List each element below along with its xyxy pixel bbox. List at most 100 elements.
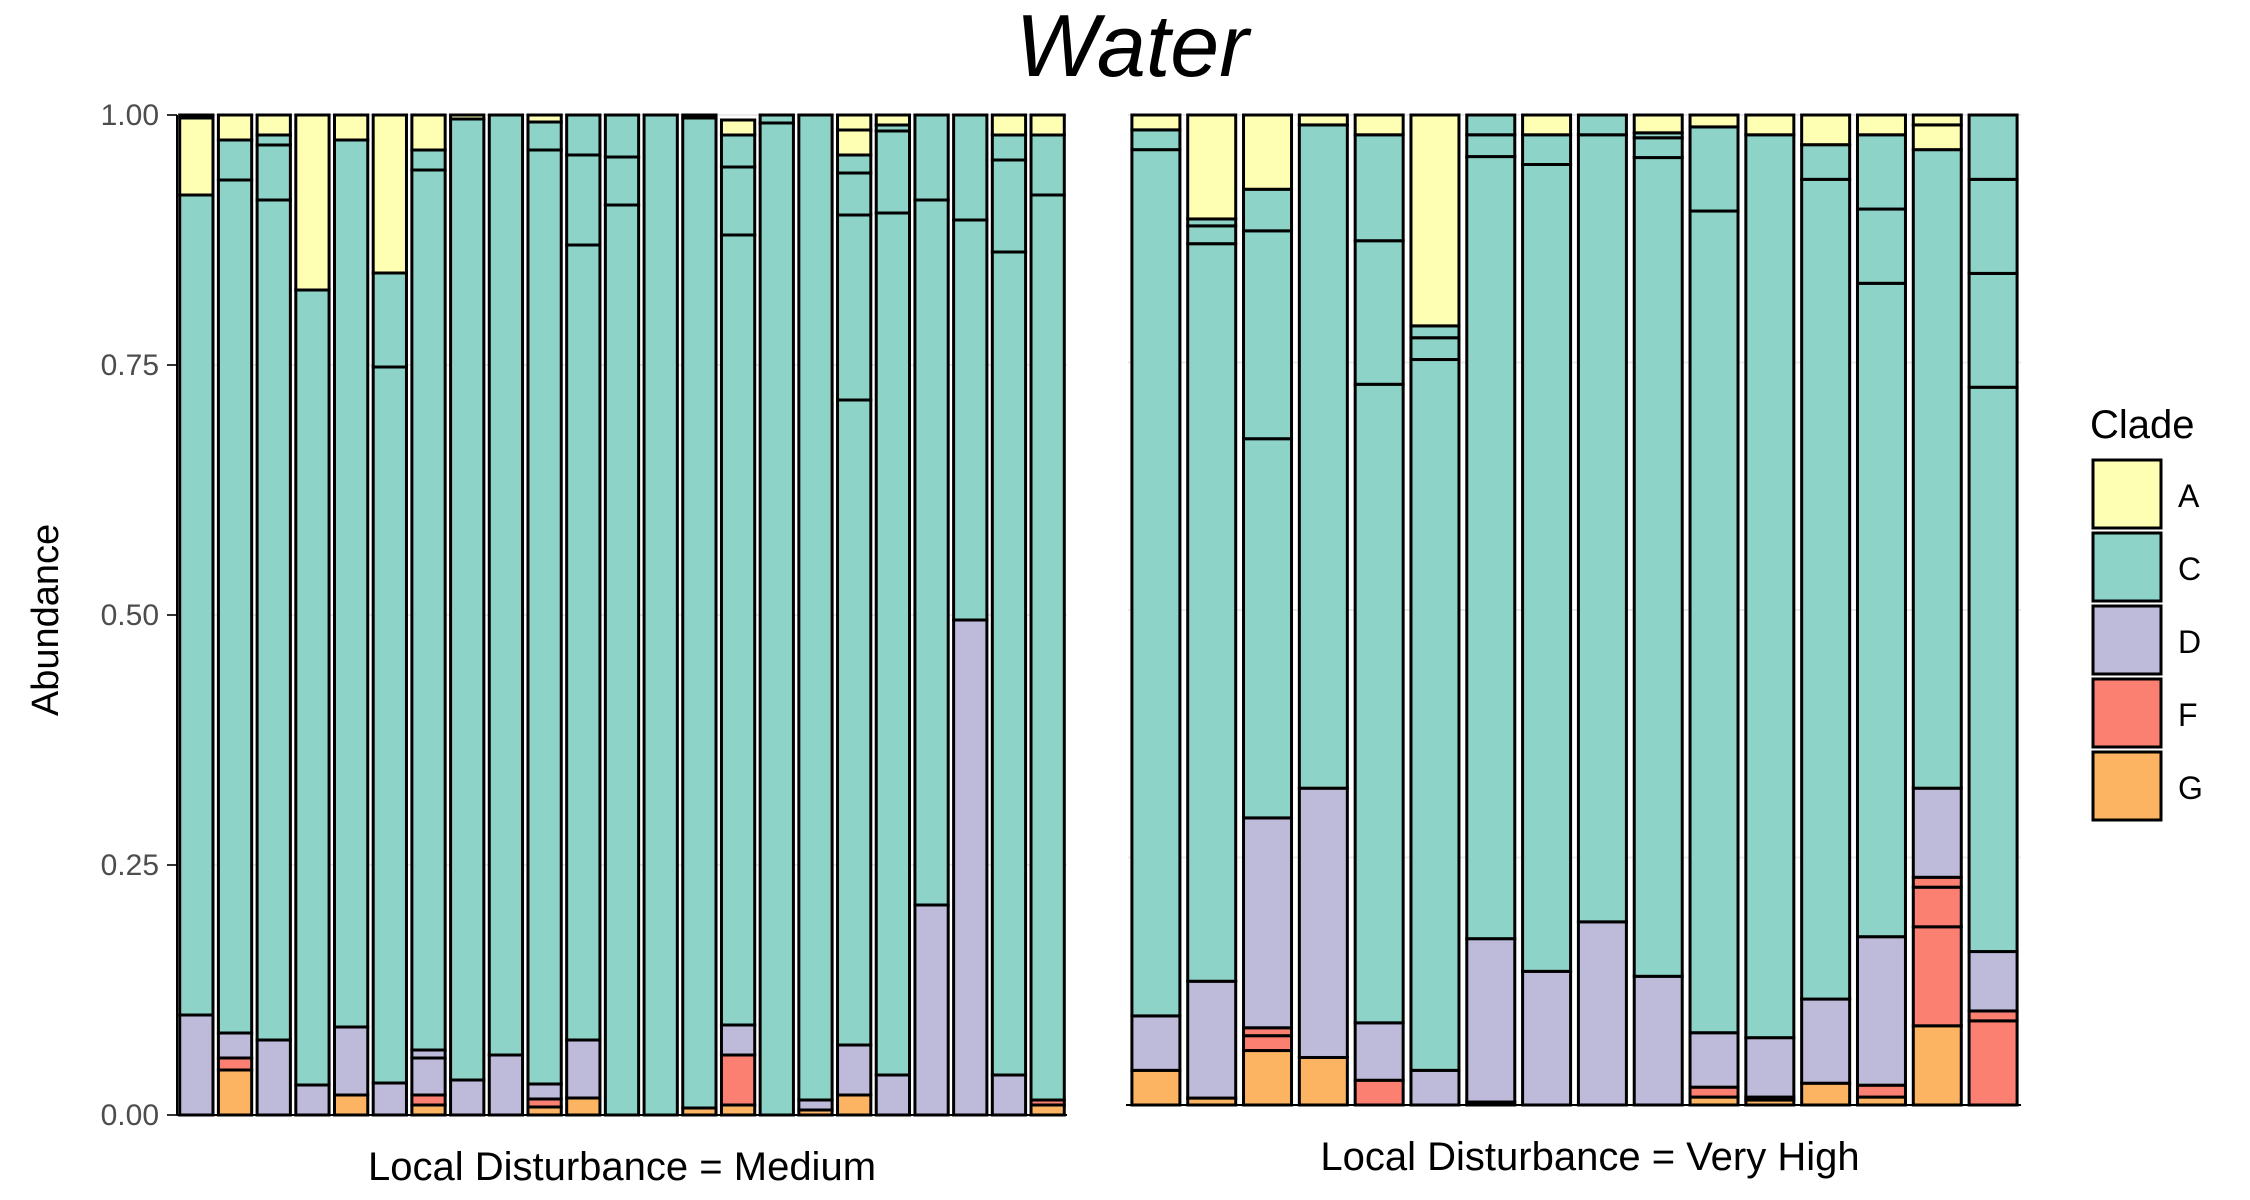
bar-segment-C <box>603 155 641 207</box>
bar-stack <box>1409 113 1461 1107</box>
bar-stack <box>487 113 525 1117</box>
bar-segment-A <box>1353 113 1405 137</box>
bar-segment-C <box>913 113 950 202</box>
bar-segment-C <box>681 116 718 1110</box>
legend-title: Clade <box>2090 403 2195 447</box>
legend-swatch-D <box>2091 604 2163 676</box>
bar-stack <box>526 113 563 1117</box>
bar-segment-C <box>1967 113 2019 181</box>
panel-label-very-high: Local Disturbance = Very High <box>1320 1135 1859 1179</box>
bar-segment-D <box>294 1083 331 1117</box>
bar-segment-D <box>1744 1036 1796 1099</box>
legend-swatch-C <box>2091 531 2163 603</box>
bar-segment-C <box>1186 242 1238 983</box>
bar-segment-C <box>603 203 641 1117</box>
bar-segment-A <box>719 118 757 137</box>
bar-segment-A <box>1409 113 1461 328</box>
bar-segment-D <box>1911 786 1963 879</box>
bar-segment-A <box>178 113 215 120</box>
legend: Clade A C D F G <box>2090 403 2203 822</box>
bar-segment-C <box>410 168 447 1052</box>
bar-segment-C <box>1353 133 1405 243</box>
bar-segment-D <box>255 1038 292 1117</box>
bar-segment-C <box>642 113 679 1117</box>
bar-segment-F <box>1911 925 1963 1028</box>
bar-segment-D <box>371 1081 408 1117</box>
bar-segment-A <box>1029 113 1066 137</box>
bar-segment-D <box>1186 979 1238 1100</box>
bar-segment-D <box>332 1025 370 1097</box>
bar-segment-C <box>1242 187 1294 233</box>
bar-segment-D <box>1242 816 1294 1030</box>
bar-segment-G <box>1297 1055 1349 1107</box>
bar-segment-A <box>1186 113 1238 221</box>
bar-segment-C <box>216 178 254 1035</box>
bar-segment-D <box>1465 937 1517 1104</box>
bar-segment-C <box>719 133 757 169</box>
bar-segment-A <box>526 113 563 124</box>
bar-segment-A <box>836 113 873 132</box>
bar-segment-C <box>758 121 795 1117</box>
bar-segment-C <box>216 138 254 182</box>
bar-segment-C <box>874 211 912 1077</box>
bar-segment-C <box>1242 229 1294 441</box>
bar-segment-C <box>1688 209 1740 1035</box>
bar-stack <box>1911 113 1963 1107</box>
bar-segment-C <box>603 113 641 159</box>
bar-segment-A <box>1242 113 1294 191</box>
bar-stack <box>1465 113 1517 1107</box>
bar-segment-C <box>1409 358 1461 1072</box>
bar-segment-D <box>1521 969 1573 1107</box>
bar-stack <box>1130 113 1182 1107</box>
bar-segment-C <box>565 153 602 247</box>
bar-stack <box>1744 113 1796 1107</box>
bar-segment-D <box>1967 950 2019 1013</box>
bar-segment-C <box>1465 113 1517 137</box>
bar-segment-C <box>565 113 602 157</box>
bar-segment-C <box>990 133 1028 162</box>
bar-segment-C <box>294 288 331 1087</box>
bar-segment-C <box>719 233 757 1027</box>
legend-swatch-F <box>2091 677 2163 749</box>
bar-segment-A <box>216 113 254 142</box>
bar-segment-C <box>487 113 525 1057</box>
bar-stack <box>603 113 641 1117</box>
bar-stack <box>1576 113 1628 1107</box>
bar-segment-D <box>178 1013 215 1117</box>
bar-segment-C <box>1029 133 1066 197</box>
y-tick-label: 0.50 <box>101 599 159 632</box>
bar-segment-D <box>1800 997 1852 1085</box>
bar-stack <box>836 113 873 1117</box>
bar-segment-A <box>1130 113 1182 132</box>
bar-stack <box>565 113 602 1117</box>
bar-segment-C <box>371 271 408 369</box>
bar-segment-D <box>1353 1021 1405 1082</box>
bar-segment-C <box>797 113 834 1102</box>
bar-segment-D <box>913 903 950 1117</box>
bar-segment-F <box>1242 1034 1294 1053</box>
bar-segment-C <box>1186 224 1238 246</box>
bar-segment-G <box>836 1093 873 1117</box>
bar-stack <box>255 113 292 1117</box>
bar-segment-C <box>255 143 292 202</box>
bar-segment-A <box>836 128 873 157</box>
bar-segment-D <box>1409 1068 1461 1107</box>
bar-segment-C <box>1576 113 1628 137</box>
bar-segment-C <box>255 198 292 1042</box>
bar-segment-D <box>952 618 989 1117</box>
bar-stack <box>1186 113 1238 1107</box>
y-tick-label: 0.25 <box>101 849 159 882</box>
bar-stack <box>1029 113 1066 1117</box>
bar-stack <box>1855 113 1907 1107</box>
bar-stack <box>1353 113 1405 1107</box>
bar-segment-C <box>913 198 950 907</box>
bar-segment-C <box>1911 148 1963 790</box>
bar-stack <box>1688 113 1740 1107</box>
bar-segment-C <box>1465 155 1517 941</box>
bar-segment-C <box>1800 143 1852 181</box>
bar-segment-C <box>526 120 563 152</box>
bar-segment-A <box>1744 113 1796 137</box>
bar-segment-A <box>990 113 1028 137</box>
bar-segment-A <box>1688 113 1740 129</box>
